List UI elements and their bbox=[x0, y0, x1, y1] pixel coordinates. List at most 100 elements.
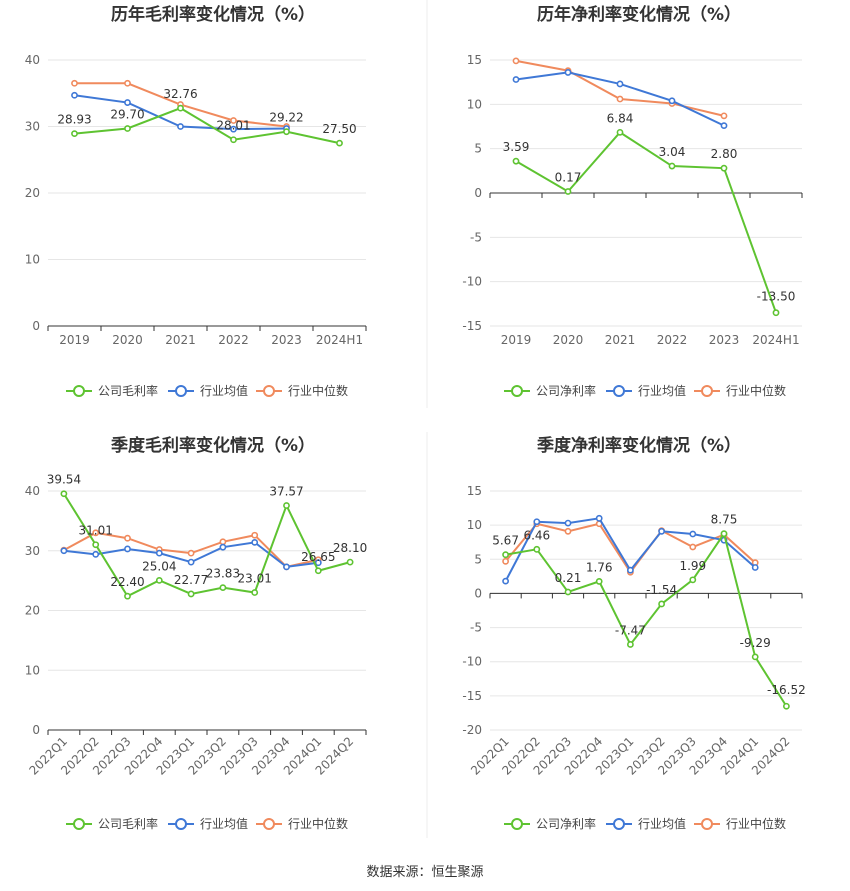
data-point-company bbox=[336, 139, 343, 147]
y-tick-label: -5 bbox=[470, 230, 482, 244]
annual-gross-margin-chart: 历年毛利率变化情况（%） 0 10 20 30 40 2019 2020 2021 2022 202… bbox=[25, 4, 367, 398]
data-point-mean bbox=[627, 566, 634, 574]
data-point-mean bbox=[71, 91, 78, 99]
data-point-median bbox=[251, 531, 259, 539]
data-point-company bbox=[251, 589, 259, 596]
data-point-company bbox=[616, 128, 624, 136]
data-point-company bbox=[314, 567, 322, 575]
data-label: 31.01 bbox=[79, 524, 113, 538]
data-label: 3.59 bbox=[503, 140, 530, 154]
y-tick-label: 40 bbox=[25, 484, 40, 498]
y-tick-label: -10 bbox=[462, 655, 482, 669]
data-label: 0.17 bbox=[555, 170, 582, 184]
data-point-mean bbox=[689, 530, 697, 538]
x-tick-label: 2024H1 bbox=[752, 333, 799, 347]
data-point-mean bbox=[595, 514, 603, 522]
data-label: -16.52 bbox=[767, 683, 806, 697]
legend-swatch-marker bbox=[701, 818, 713, 830]
y-tick-label: 0 bbox=[474, 586, 482, 600]
y-tick-label: 20 bbox=[25, 186, 40, 200]
data-point-mean bbox=[314, 559, 322, 567]
data-point-mean bbox=[124, 545, 131, 553]
legend-swatch-marker bbox=[263, 385, 275, 397]
data-label: 23.01 bbox=[238, 572, 272, 586]
data-point-mean bbox=[230, 125, 237, 133]
data-label: 6.84 bbox=[607, 111, 634, 125]
data-label: -1.54 bbox=[646, 583, 677, 597]
data-label: 32.76 bbox=[163, 87, 197, 101]
legend-swatch-marker bbox=[175, 818, 187, 830]
y-tick-label: 20 bbox=[25, 604, 40, 618]
data-point-company bbox=[346, 558, 354, 566]
legend-item-mean[interactable]: 行业均值 bbox=[606, 816, 686, 831]
legend-item-mean[interactable]: 行业均值 bbox=[168, 383, 248, 398]
x-tick-label: 2023 bbox=[271, 333, 302, 347]
legend-swatch-marker bbox=[175, 385, 187, 397]
quarterly-net-margin-chart: 季度净利率变化情况（%）-20-15-10-50510152022Q12022Q… bbox=[462, 435, 805, 831]
x-tick-label: 2020 bbox=[112, 333, 143, 347]
legend-item-company[interactable]: 公司毛利率 bbox=[66, 383, 158, 398]
x-tick-label: 2023 bbox=[709, 333, 740, 347]
data-point-mean bbox=[60, 547, 68, 555]
data-point-mean bbox=[720, 122, 728, 130]
x-tick-label: 2019 bbox=[501, 333, 532, 347]
data-label: -7.47 bbox=[615, 623, 646, 637]
data-point-median bbox=[502, 557, 509, 565]
data-label: 37.57 bbox=[269, 485, 303, 499]
data-point-median bbox=[230, 117, 237, 124]
data-point-company bbox=[564, 588, 572, 596]
data-label: 22.77 bbox=[174, 573, 208, 587]
legend-label: 行业均值 bbox=[200, 383, 248, 398]
chart-title: 季度毛利率变化情况（%） bbox=[111, 435, 315, 456]
data-point-mean bbox=[564, 519, 572, 527]
data-point-company bbox=[772, 309, 780, 317]
legend-label: 行业中位数 bbox=[726, 816, 786, 831]
data-point-median bbox=[187, 549, 195, 557]
data-point-company bbox=[668, 162, 676, 170]
quarterly-gross-margin-chart: 季度毛利率变化情况（%）0102030402022Q12022Q22022Q32… bbox=[25, 435, 368, 831]
data-label: 29.22 bbox=[269, 111, 303, 125]
legend-item-company[interactable]: 公司净利率 bbox=[504, 816, 596, 831]
data-point-company bbox=[689, 576, 697, 584]
legend-item-mean[interactable]: 行业均值 bbox=[168, 816, 248, 831]
legend-item-mean[interactable]: 行业均值 bbox=[606, 383, 686, 398]
data-point-median bbox=[564, 527, 572, 535]
data-point-company bbox=[720, 530, 728, 538]
y-tick-label: 10 bbox=[467, 97, 482, 111]
legend-swatch-marker bbox=[263, 818, 275, 830]
legend-item-median[interactable]: 行业中位数 bbox=[256, 383, 348, 398]
y-tick-label: 5 bbox=[474, 142, 482, 156]
legend-label: 行业均值 bbox=[638, 383, 686, 398]
data-label: 8.75 bbox=[711, 513, 738, 527]
data-point-mean bbox=[155, 549, 163, 557]
data-point-company bbox=[71, 130, 78, 138]
legend-item-median[interactable]: 行业中位数 bbox=[256, 816, 348, 831]
data-point-mean bbox=[668, 97, 676, 105]
legend-item-company[interactable]: 公司毛利率 bbox=[66, 816, 158, 831]
data-point-company bbox=[60, 490, 68, 498]
legend-swatch-marker bbox=[73, 818, 85, 830]
data-point-company bbox=[658, 600, 665, 608]
data-point-mean bbox=[564, 69, 572, 76]
data-label: 29.70 bbox=[110, 107, 144, 121]
data-point-median bbox=[219, 538, 227, 546]
data-point-median bbox=[124, 79, 131, 87]
legend-item-median[interactable]: 行业中位数 bbox=[694, 816, 786, 831]
x-tick-label: 2020 bbox=[553, 333, 584, 347]
data-point-company bbox=[230, 136, 237, 144]
data-point-mean bbox=[751, 564, 759, 571]
data-point-mean bbox=[658, 527, 665, 535]
data-label: 39.54 bbox=[47, 473, 81, 487]
y-tick-label: 0 bbox=[474, 186, 482, 200]
chart-title: 历年净利率变化情况（%） bbox=[537, 4, 741, 25]
data-point-mean bbox=[283, 563, 290, 571]
data-point-company bbox=[564, 188, 572, 195]
legend-item-company[interactable]: 公司净利率 bbox=[504, 383, 596, 398]
data-point-median bbox=[720, 112, 728, 120]
legend-label: 公司净利率 bbox=[536, 816, 596, 831]
y-tick-label: 10 bbox=[25, 663, 40, 677]
y-tick-label: -5 bbox=[470, 621, 482, 635]
legend-label: 行业均值 bbox=[638, 816, 686, 831]
data-point-mean bbox=[251, 538, 259, 546]
legend-item-median[interactable]: 行业中位数 bbox=[694, 383, 786, 398]
